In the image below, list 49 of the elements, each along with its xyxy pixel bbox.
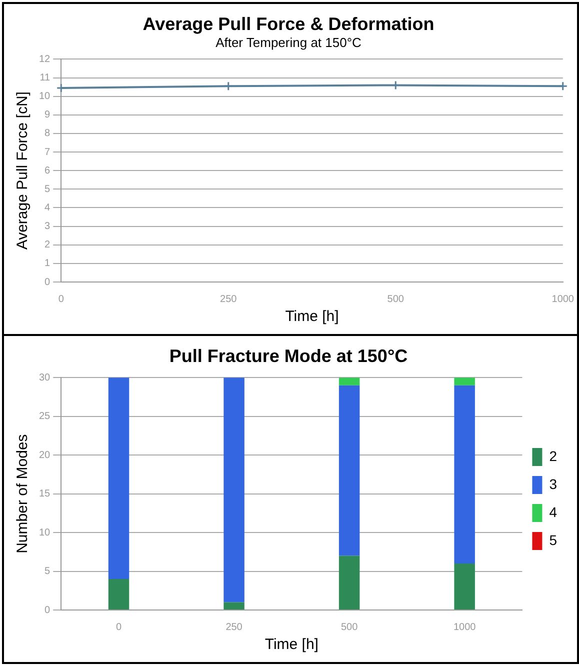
y-tick-label: 2 [44,240,51,251]
y-tick-label: 5 [44,566,51,578]
y-axis-title: Average Pull Force [cN] [14,92,32,250]
bar [454,564,475,610]
y-tick-label: 10 [39,527,51,538]
y-tick-label: 5 [44,184,51,195]
bar [108,378,130,580]
legend-label: 5 [549,532,558,548]
bar [224,378,244,602]
y-tick-label: 4 [44,202,51,214]
x-tick-label: 0 [58,294,64,305]
legend-label: 4 [549,504,558,520]
bar [224,602,244,610]
y-tick-label: 3 [44,221,51,232]
bar [108,579,130,610]
y-tick-label: 30 [39,372,51,384]
y-tick-label: 10 [39,91,51,102]
legend-label: 3 [549,476,558,492]
y-tick-label: 8 [44,128,51,140]
chart-title: Average Pull Force & Deformation [142,14,434,34]
y-tick-label: 15 [39,488,51,500]
y-tick-label: 12 [39,54,51,65]
x-axis-title: Time [h] [285,308,339,326]
y-tick-label: 11 [40,72,51,84]
bar [338,378,360,386]
bar [338,556,360,610]
chart-title: Pull Fracture Mode at 150°C [169,346,408,366]
legend-label: 2 [549,448,558,464]
y-tick-label: 1 [44,258,51,270]
x-tick-label: 250 [220,294,238,305]
x-tick-label: 1000 [453,622,476,633]
bar [454,385,475,564]
x-axis-title: Time [h] [264,636,318,654]
x-tick-label: 250 [226,622,243,633]
bar [454,378,475,386]
x-tick-label: 1000 [552,294,574,305]
y-axis-title: Number of Modes [14,434,32,554]
y-tick-label: 25 [39,411,51,422]
x-tick-label: 500 [387,294,404,305]
y-tick-label: 0 [44,604,51,616]
chart-subtitle: After Tempering at 150°C [216,34,362,50]
y-tick-label: 6 [44,165,51,176]
y-tick-label: 7 [44,146,51,158]
x-tick-label: 0 [116,622,122,633]
y-tick-label: 9 [44,110,51,121]
y-tick-label: 0 [44,276,51,288]
x-tick-label: 500 [340,622,358,633]
bar [338,385,360,556]
y-tick-label: 20 [39,450,51,461]
